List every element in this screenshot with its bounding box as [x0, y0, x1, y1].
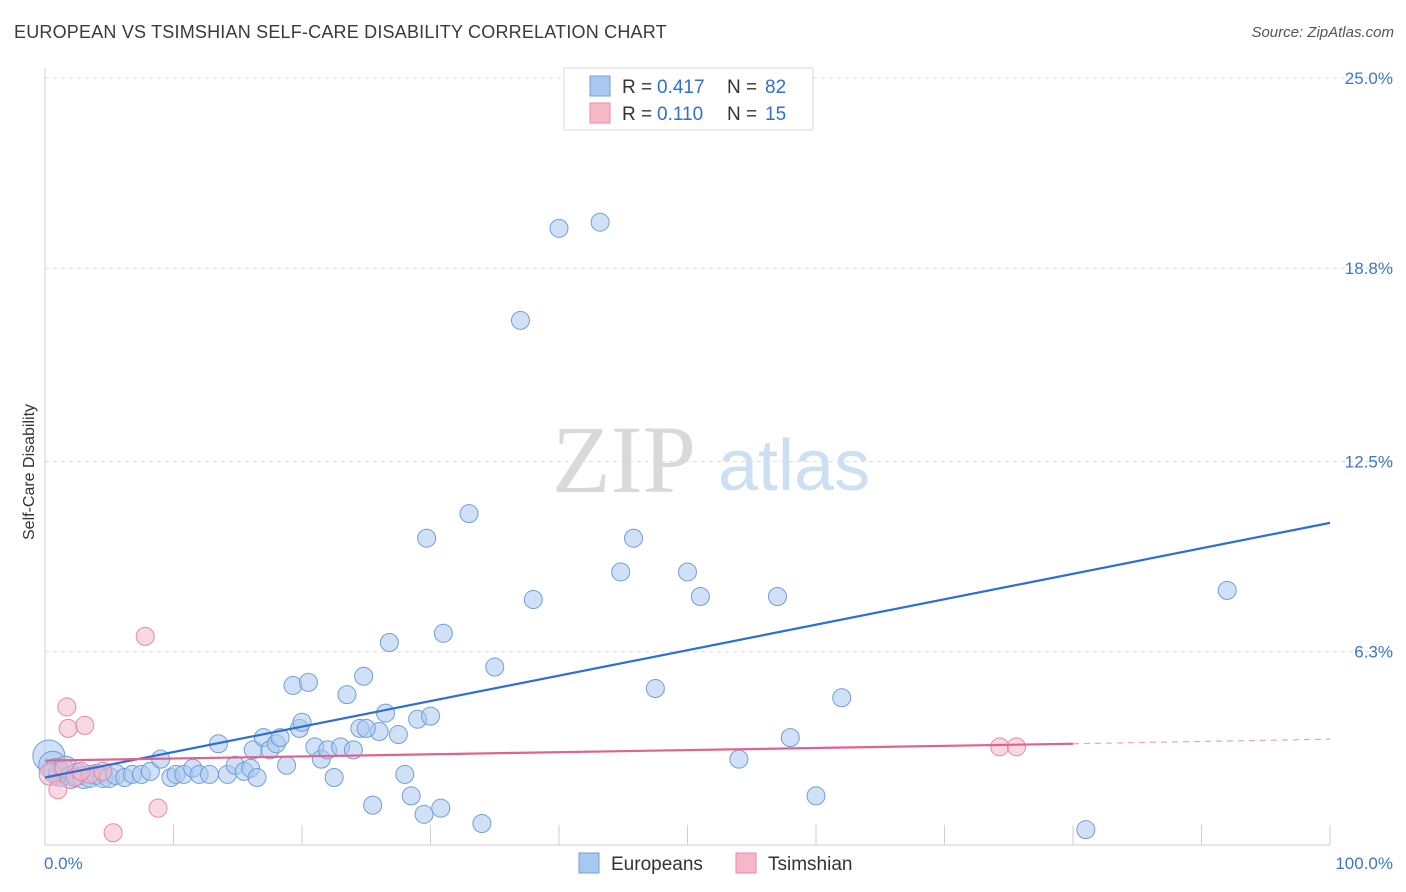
- bottom-legend-europeans: Europeans: [611, 854, 703, 875]
- tsimshian-point: [48, 780, 68, 800]
- tsimshian-point: [57, 697, 77, 717]
- legend-n-value-1: 82: [765, 77, 786, 98]
- europeans-point: [678, 562, 697, 582]
- legend-swatch-tsimshian: [589, 102, 611, 124]
- europeans-point: [767, 586, 787, 606]
- y-tick-label-2: 18.8%: [1345, 259, 1393, 278]
- tsimshian-point: [58, 718, 78, 738]
- europeans-point: [354, 666, 374, 686]
- europeans-point: [376, 703, 396, 723]
- europeans-point: [140, 761, 160, 781]
- europeans-point: [645, 679, 665, 699]
- europeans-point: [298, 672, 318, 692]
- data-points: [32, 212, 1237, 843]
- europeans-point: [431, 798, 451, 818]
- europeans-point: [324, 768, 344, 788]
- europeans-point: [401, 786, 421, 806]
- bottom-legend-swatch-tsimshian: [735, 852, 757, 874]
- bottom-legend: Europeans Tsimshian: [578, 852, 852, 875]
- legend-n-label-2: N =: [727, 104, 757, 125]
- europeans-point: [780, 728, 800, 748]
- x-tick-label-1: 100.0%: [1335, 854, 1393, 873]
- legend-r-label-1: R =: [622, 77, 652, 98]
- europeans-point: [611, 562, 631, 582]
- europeans-point: [388, 725, 408, 745]
- y-tick-label-0: 6.3%: [1354, 643, 1393, 662]
- legend-n-label-1: N =: [727, 77, 757, 98]
- y-axis-label: Self-Care Disability: [21, 404, 38, 540]
- legend-r-label-2: R =: [622, 104, 652, 125]
- europeans-point: [1076, 820, 1096, 840]
- source-label: Source: ZipAtlas.com: [1251, 24, 1394, 41]
- y-tick-label-1: 12.5%: [1345, 453, 1393, 472]
- europeans-point: [337, 685, 357, 705]
- watermark-atlas: atlas: [718, 426, 870, 506]
- legend: R = 0.417 N = 82 R = 0.110 N = 15: [563, 67, 814, 131]
- europeans-point: [510, 310, 530, 330]
- y-tick-labels: 6.3% 12.5% 18.8% 25.0%: [1345, 69, 1393, 662]
- europeans-point: [417, 528, 437, 548]
- tsimshian-point: [75, 715, 95, 735]
- europeans-point: [356, 718, 376, 738]
- europeans-point: [270, 728, 290, 748]
- europeans-point: [806, 786, 826, 806]
- europeans-point: [433, 623, 453, 643]
- grid-lines: [45, 77, 1395, 653]
- europeans-point: [395, 764, 415, 784]
- europeans-point: [421, 706, 440, 726]
- legend-r-value-1: 0.417: [657, 77, 705, 98]
- tsimshian-point: [990, 737, 1010, 757]
- europeans-point: [549, 218, 569, 238]
- europeans-point: [729, 749, 749, 769]
- europeans-point: [459, 504, 479, 524]
- europeans-point: [590, 212, 610, 232]
- tsimshian-point: [1006, 737, 1026, 757]
- axes: [44, 68, 1331, 846]
- europeans-point: [379, 633, 399, 653]
- europeans-point: [277, 755, 297, 775]
- x-tick-label-0: 0.0%: [44, 854, 83, 873]
- tsimshian-trend-extension: [1072, 738, 1331, 745]
- legend-swatch-europeans: [589, 75, 611, 97]
- legend-r-value-2: 0.110: [657, 104, 703, 125]
- tsimshian-trend-line: [44, 742, 1074, 762]
- europeans-point: [199, 764, 219, 784]
- chart-title: EUROPEAN VS TSIMSHIAN SELF-CARE DISABILI…: [14, 22, 667, 42]
- europeans-point: [472, 814, 492, 834]
- tsimshian-point: [148, 798, 168, 818]
- trend-lines: [44, 521, 1331, 779]
- europeans-point: [1217, 580, 1237, 600]
- europeans-point: [247, 768, 267, 788]
- legend-n-value-2: 15: [765, 104, 786, 125]
- europeans-point: [624, 528, 644, 548]
- series-tsimshian: [38, 626, 1026, 843]
- europeans-point: [690, 586, 710, 606]
- europeans-point: [283, 675, 303, 695]
- tsimshian-point: [135, 626, 155, 646]
- bottom-legend-tsimshian: Tsimshian: [768, 854, 852, 875]
- bottom-legend-swatch-europeans: [578, 852, 600, 874]
- europeans-point: [523, 590, 543, 610]
- tsimshian-point: [103, 823, 123, 843]
- europeans-trend-line: [44, 521, 1331, 779]
- europeans-point: [485, 657, 505, 677]
- europeans-point: [363, 795, 383, 815]
- watermark-zip: ZIP: [552, 406, 696, 513]
- y-tick-label-3: 25.0%: [1345, 69, 1393, 88]
- europeans-point: [414, 804, 434, 824]
- europeans-point: [832, 688, 852, 708]
- europeans-point: [343, 740, 363, 760]
- series-europeans: [32, 212, 1237, 840]
- x-tick-labels: 0.0% 100.0%: [44, 854, 1393, 873]
